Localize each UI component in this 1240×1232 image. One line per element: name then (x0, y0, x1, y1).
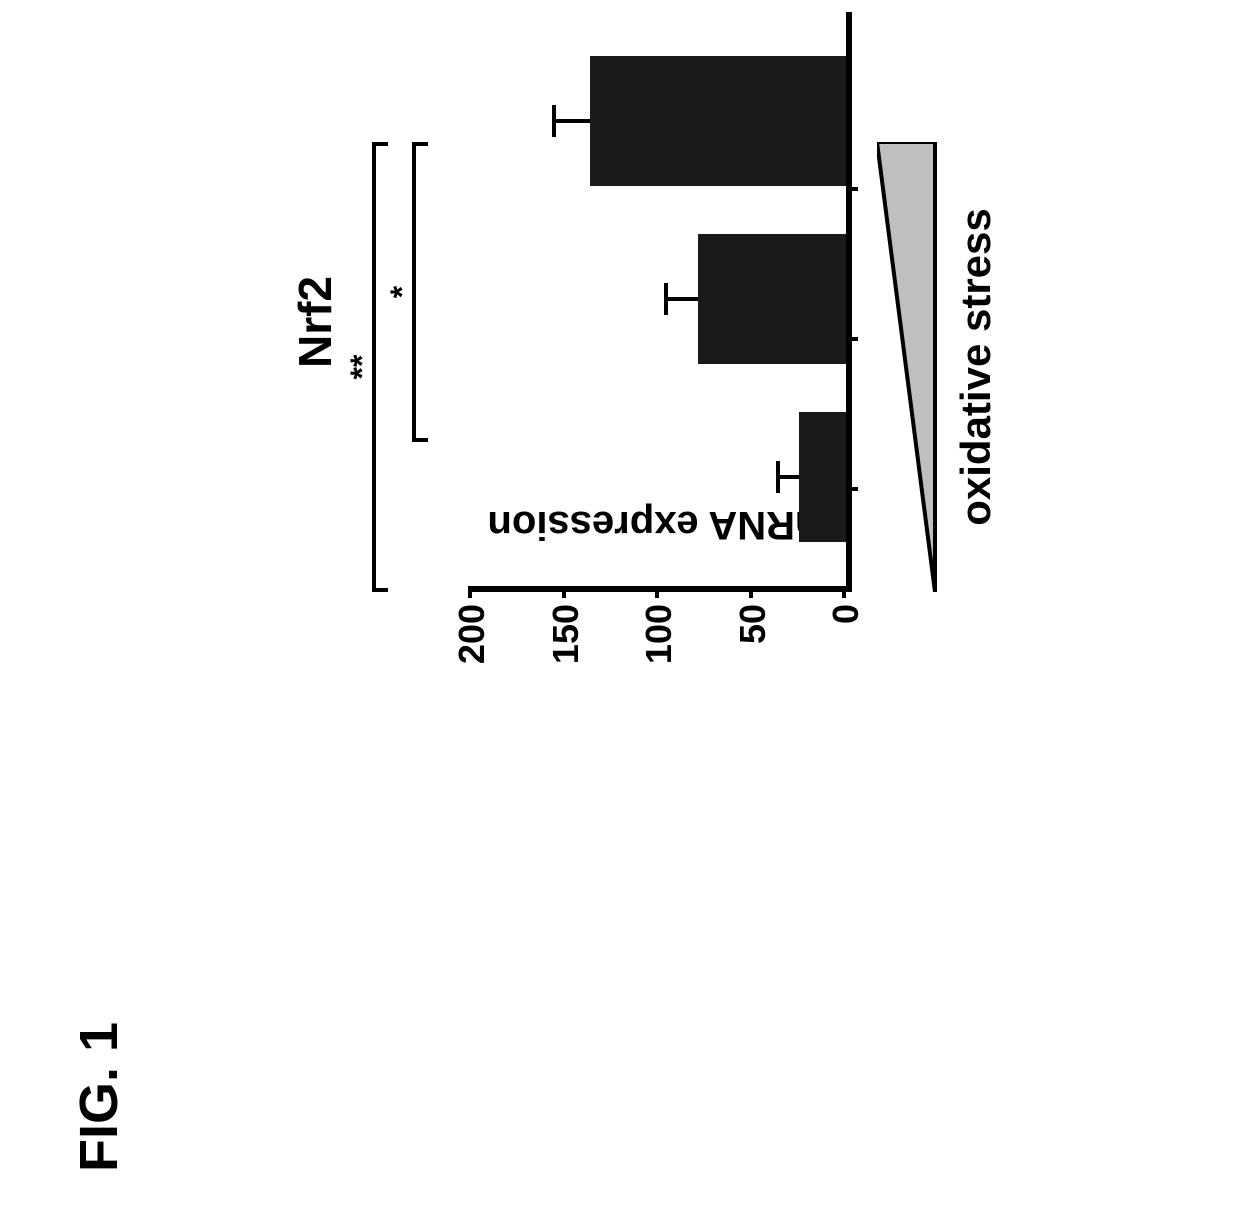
sig-bracket-2: * (412, 142, 416, 442)
y-tick (749, 586, 753, 598)
bar (799, 412, 847, 542)
figure-label: FIG. 1 (68, 1022, 130, 1172)
bar-group (664, 234, 846, 364)
error-cap (776, 461, 780, 493)
plot-area: mRNA expression 050100150200 (472, 12, 852, 592)
y-tick (655, 586, 659, 598)
gradient-triangle-icon (877, 142, 937, 592)
bar (590, 56, 847, 186)
error-bar (552, 119, 590, 123)
sig-label-1: ** (344, 355, 381, 380)
x-tick (846, 187, 858, 191)
y-tick-label: 50 (732, 604, 774, 644)
x-tick (846, 337, 858, 341)
rotated-container: FIG. 1 Nrf2 ** * mRNA expression 0501001… (8, 0, 1232, 1232)
error-cap (552, 105, 556, 137)
y-tick-label: 100 (638, 604, 680, 664)
significance-brackets: ** * (372, 12, 462, 592)
y-tick (468, 586, 472, 598)
error-bar (776, 475, 799, 479)
error-cap (664, 283, 668, 315)
y-tick (562, 586, 566, 598)
x-tick (846, 487, 858, 491)
bar (698, 234, 846, 364)
bars-container (472, 12, 846, 586)
chart-wrapper: Nrf2 ** * mRNA expression 050100150200 (288, 12, 968, 712)
error-bar (664, 297, 698, 301)
y-tick-label: 200 (451, 604, 493, 664)
sig-label-2: * (384, 286, 421, 298)
x-axis-label: oxidative stress (952, 142, 1000, 592)
y-tick-label: 0 (825, 604, 867, 624)
y-tick-label: 150 (545, 604, 587, 664)
bar-group (552, 56, 847, 186)
chart-title: Nrf2 (288, 12, 342, 632)
bar-group (776, 412, 846, 542)
y-tick (842, 586, 846, 598)
sig-bracket-1: ** (372, 142, 376, 592)
